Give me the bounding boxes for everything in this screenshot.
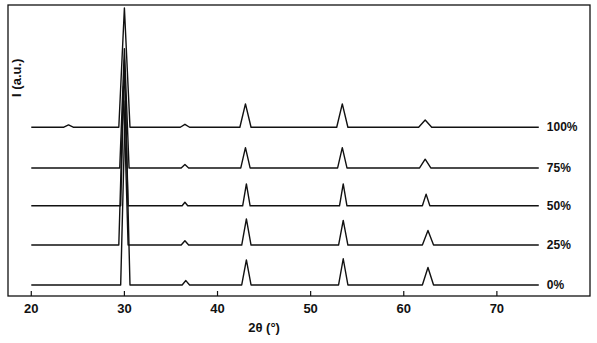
x-tick	[310, 291, 311, 296]
x-tick-label: 30	[117, 301, 131, 316]
x-tick	[31, 291, 32, 296]
x-tick	[124, 291, 125, 296]
y-axis-title: I (a.u.)	[9, 59, 24, 97]
xrd-trace	[31, 101, 539, 285]
x-tick-label: 50	[303, 301, 317, 316]
x-tick-label: 70	[490, 301, 504, 316]
series-label: 0%	[547, 278, 565, 292]
x-axis-title: 2θ (°)	[248, 320, 280, 335]
xrd-trace	[31, 49, 539, 168]
series-label: 100%	[547, 120, 578, 134]
x-tick-label: 60	[397, 301, 411, 316]
plot-frame	[8, 5, 590, 296]
x-tick	[496, 291, 497, 296]
series-label: 25%	[547, 238, 571, 252]
x-tick	[217, 291, 218, 296]
xrd-trace	[31, 86, 539, 245]
traces	[31, 8, 539, 285]
x-tick	[403, 291, 404, 296]
series-label: 75%	[547, 161, 571, 175]
x-tick-label: 20	[24, 301, 38, 316]
x-tick-label: 40	[210, 301, 224, 316]
xrd-trace	[31, 60, 539, 206]
xrd-trace	[31, 8, 539, 127]
chart: 20 30 40 50 60 70 2θ (°) I (a.u.) 0% 25% 50% 75% 100…	[0, 0, 597, 343]
series-label: 50%	[547, 199, 571, 213]
